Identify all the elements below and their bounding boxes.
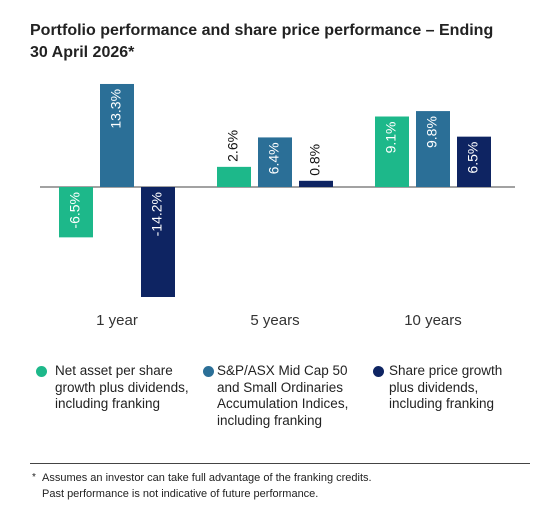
legend-label: S&P/ASX Mid Cap 50 and Small Ordinaries … (217, 363, 349, 428)
bar (258, 137, 292, 187)
bar (457, 136, 491, 187)
legend-swatch (203, 366, 214, 377)
legend-swatch (373, 366, 384, 377)
bar (375, 116, 409, 187)
bar (59, 187, 93, 238)
x-tick-label: 1 year (96, 312, 138, 329)
bar (217, 166, 251, 187)
footnote-marker: * (32, 472, 36, 483)
legend-swatch (36, 366, 47, 377)
value-label: 6.5% (465, 142, 481, 174)
bar (299, 180, 333, 187)
value-label: 9.8% (424, 116, 440, 148)
footnote-rule (30, 463, 530, 464)
x-tick-label: 10 years (404, 312, 462, 329)
legend-label: Net asset per share growth plus dividend… (55, 363, 189, 411)
bar (141, 187, 175, 297)
value-label: -14.2% (149, 192, 165, 236)
value-label: 6.4% (266, 142, 282, 174)
footnote-line: Past performance is not indicative of fu… (42, 488, 319, 500)
x-tick-label: 5 years (250, 312, 299, 329)
legend-label: Share price growth plus dividends, inclu… (389, 363, 503, 411)
value-label: 2.6% (225, 130, 241, 162)
value-label: 9.1% (383, 122, 399, 154)
value-label: 0.8% (307, 144, 323, 176)
chart-title: Portfolio performance and share price pe… (30, 22, 494, 61)
bar (416, 111, 450, 187)
footnote-line: Assumes an investor can take full advant… (42, 472, 372, 484)
value-label: -6.5% (67, 192, 83, 229)
bar (100, 83, 134, 187)
value-label: 13.3% (108, 89, 124, 129)
